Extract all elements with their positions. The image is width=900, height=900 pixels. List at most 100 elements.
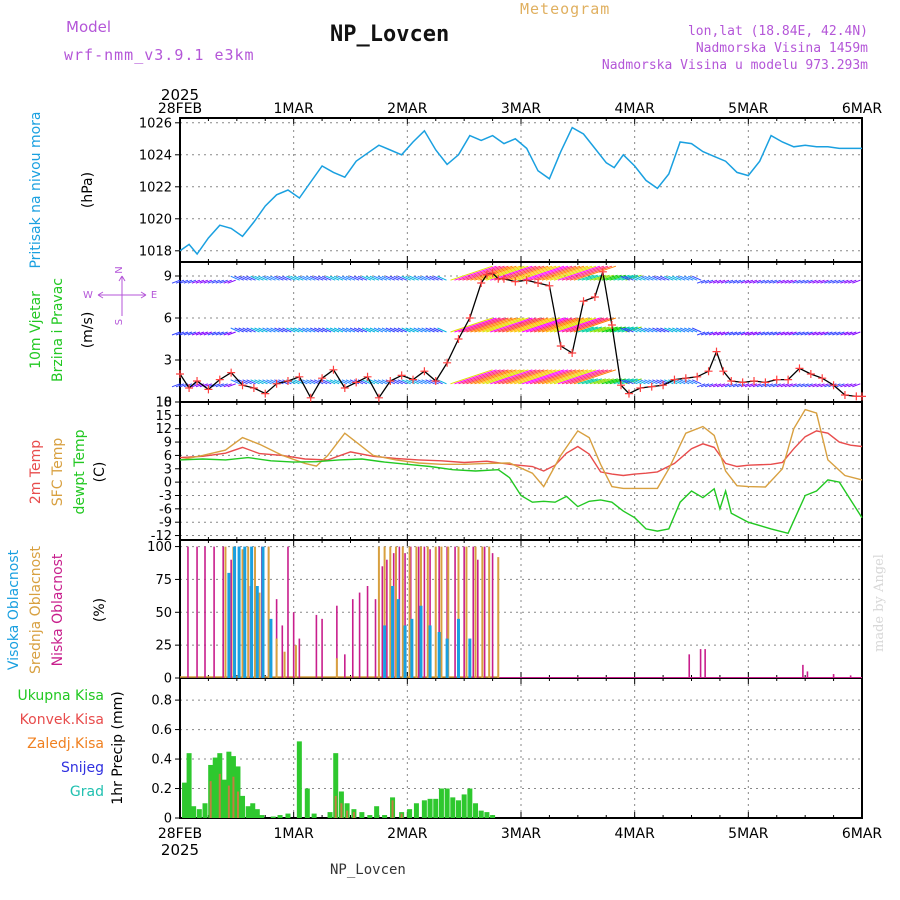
wind-barb (246, 275, 256, 281)
wind-barb (675, 327, 686, 333)
wind-barb (175, 383, 185, 388)
wind-barb (393, 275, 404, 281)
precip-total-bar (221, 779, 227, 818)
wind-barb (824, 331, 833, 336)
wind-barb (230, 275, 240, 281)
wind-barb (565, 317, 609, 333)
wind-marker (598, 267, 607, 276)
wind-barb (772, 331, 781, 336)
wind-barb (816, 331, 825, 336)
wind-barb (433, 327, 443, 333)
wind-barb (215, 383, 224, 388)
wind-barb (429, 379, 439, 385)
ytick-label: 0 (164, 396, 172, 411)
wind-barb (636, 327, 646, 333)
wind-marker (272, 379, 281, 388)
wind-barb (533, 369, 577, 385)
wind-marker (590, 293, 599, 301)
wind-barb (227, 383, 236, 388)
wind-barb (409, 327, 419, 333)
wind-barb (668, 275, 678, 281)
wind-barb (664, 275, 674, 281)
elevation: Nadmorska Visina 1459m (695, 41, 868, 56)
precip-conv-bar (346, 810, 349, 818)
wind-barb (617, 326, 634, 333)
wind-barb (545, 265, 589, 281)
wind-barb (832, 331, 841, 336)
wind-barb (732, 279, 742, 284)
time-label-bottom: 28FEB (158, 826, 202, 842)
wind-barb (425, 379, 435, 385)
wind-barb (732, 383, 742, 388)
wind-marker (840, 391, 849, 399)
wind-barb (621, 326, 638, 333)
precip-total-bar (333, 753, 339, 818)
wind-barb (506, 369, 549, 385)
wind-barb (437, 275, 447, 281)
wind-barb (219, 279, 228, 284)
ytick-label: 50 (155, 606, 172, 621)
wind-barb (756, 279, 765, 284)
wind-barb (792, 383, 801, 388)
wind-barb (286, 327, 296, 333)
wind-barb (478, 317, 521, 333)
wind-barb (541, 265, 585, 281)
wind-barb (478, 369, 521, 385)
precip-total-bar (407, 809, 413, 818)
wind-barb (593, 326, 610, 333)
wind-marker (431, 377, 440, 385)
precip-total-bar (196, 809, 202, 818)
wind-barb (274, 275, 284, 281)
precip-total-bar (484, 812, 490, 818)
precip-total-bar (327, 812, 333, 818)
ytick-label: 0 (164, 476, 172, 491)
wind-barb (413, 275, 423, 281)
wind-barb (510, 317, 553, 333)
wind-marker (482, 270, 491, 279)
precip-conv-bar (209, 781, 212, 818)
wind-barb (437, 327, 447, 333)
wind-barb (700, 331, 710, 336)
time-label-bottom: 5MAR (728, 826, 769, 842)
wind-barb (409, 275, 419, 281)
precip-conv-bar (352, 812, 355, 818)
wind-barb (525, 265, 569, 281)
wind-barb (462, 265, 505, 281)
wind-barb (732, 331, 742, 336)
wind-barb (768, 331, 777, 336)
wind-marker (409, 375, 418, 384)
precip-total-bar (254, 809, 260, 818)
precip-total-bar (433, 798, 439, 818)
wind-barb (238, 327, 248, 333)
ytick-label: 12 (155, 422, 172, 437)
wind-barb (250, 379, 260, 385)
precip-total-bar (285, 813, 291, 818)
wind-barb (270, 275, 280, 281)
wind-barb (748, 383, 758, 388)
year-label-top: 2025 (161, 86, 199, 104)
wind-barb (549, 317, 593, 333)
wind-barb (672, 327, 682, 333)
wind-barb (242, 275, 252, 281)
wind-barb (675, 379, 686, 385)
wind-barb (175, 331, 185, 336)
wind-barb (215, 279, 224, 284)
wind-barb (724, 331, 734, 336)
wind-barb (780, 279, 789, 284)
wind-barb (593, 378, 610, 385)
wind-barb (365, 327, 376, 333)
wind-marker (386, 377, 395, 385)
wind-barb (561, 369, 605, 385)
wind-barb (498, 265, 541, 281)
wind-barb (744, 383, 754, 388)
meteogram-label: Meteogram (520, 0, 611, 18)
wind-barb (620, 327, 630, 333)
wind-barb (466, 317, 509, 333)
precip-conv-bar (227, 785, 230, 818)
wind-barb (565, 265, 609, 281)
wind-barb (529, 369, 573, 385)
wind-marker (659, 381, 668, 390)
wind-barb (648, 327, 658, 333)
wind-barb (381, 327, 392, 333)
